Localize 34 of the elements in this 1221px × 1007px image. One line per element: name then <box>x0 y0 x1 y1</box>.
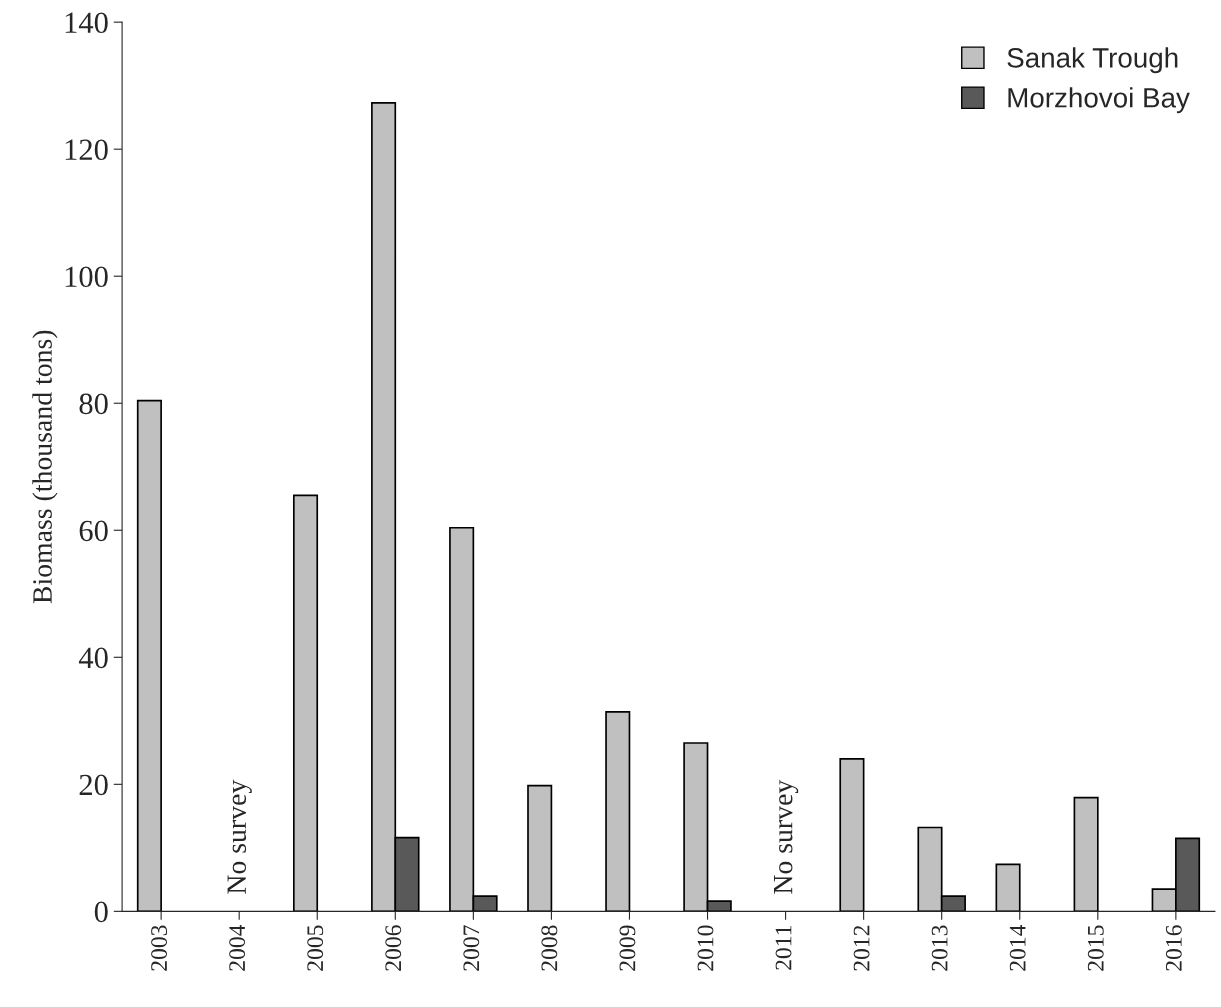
y-tick-label: 40 <box>78 647 108 669</box>
y-tick-label: 20 <box>79 774 108 796</box>
y-tick-label: 140 <box>65 12 108 34</box>
x-tick-label: 2012 <box>853 925 870 971</box>
x-tick-label: 2016 <box>1165 925 1182 971</box>
y-tick-label: 60 <box>79 520 108 542</box>
bar <box>292 494 319 912</box>
x-tick-label: 2004 <box>229 924 246 971</box>
y-tick-label: 100 <box>65 266 108 288</box>
y-axis-title: Biomass (thousand tons) <box>32 330 58 604</box>
legend-label: Sanak Trough <box>1007 47 1178 74</box>
bar <box>1073 796 1099 912</box>
x-tick-label: 2003 <box>151 925 168 971</box>
x-tick-label: 2013 <box>931 925 948 971</box>
y-tick-label: 120 <box>65 139 108 161</box>
x-tick-label: 2011 <box>775 925 792 970</box>
legend-label: Morzhovoi Bay <box>1008 87 1190 114</box>
bar <box>839 758 865 912</box>
x-tick-label: 2009 <box>619 925 636 971</box>
bar <box>605 711 631 912</box>
y-tick-label: 80 <box>79 393 108 415</box>
bar <box>136 399 162 912</box>
x-tick-label: 2005 <box>307 925 324 971</box>
annotation: No survey <box>227 779 252 894</box>
x-tick-label: 2006 <box>385 925 402 971</box>
annotation: No survey <box>773 779 799 894</box>
bar <box>995 863 1021 912</box>
x-tick-label: 2008 <box>541 925 558 971</box>
y-tick-label: 0 <box>94 901 108 923</box>
x-tick-label: 2007 <box>463 925 480 971</box>
x-tick-label: 2014 <box>1009 924 1026 971</box>
x-tick-label: 2015 <box>1087 925 1104 971</box>
bar <box>527 784 553 912</box>
x-tick-label: 2010 <box>697 925 714 971</box>
